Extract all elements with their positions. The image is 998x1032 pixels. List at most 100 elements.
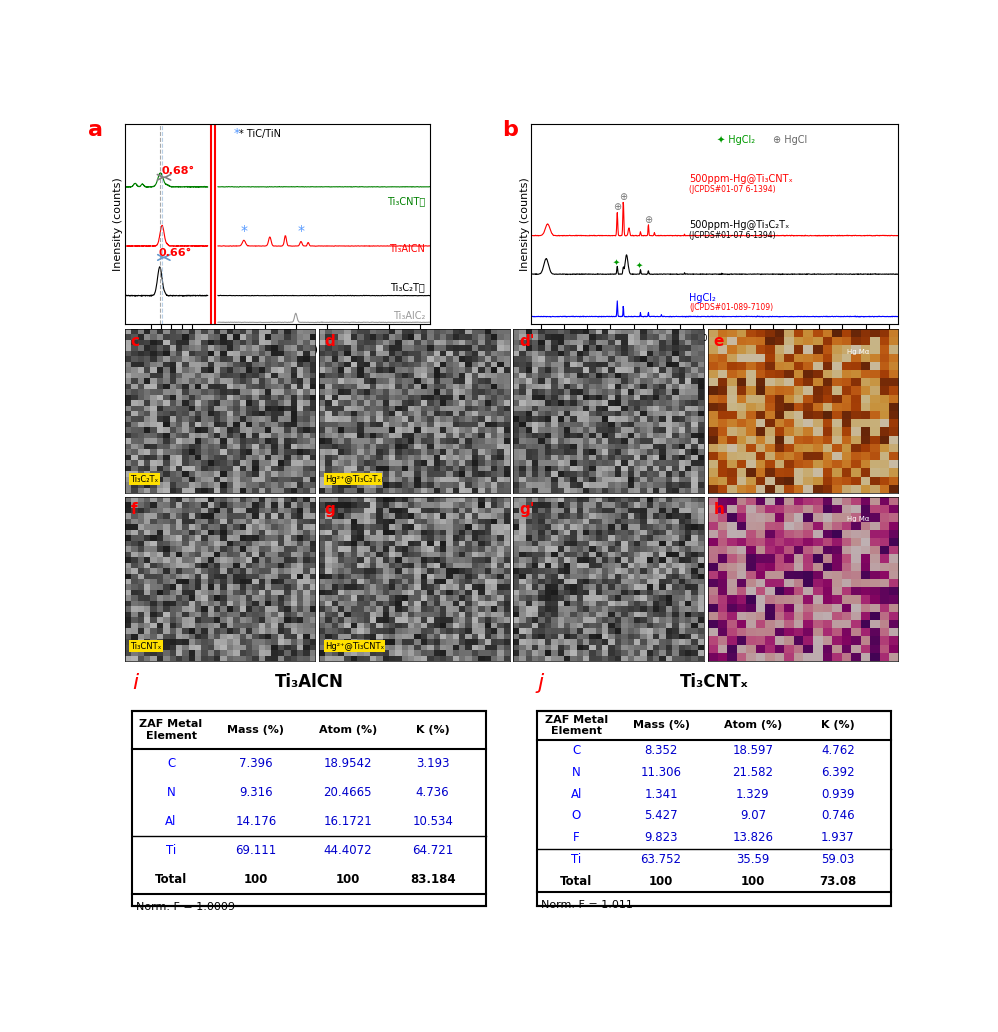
- X-axis label: 2- Theta (deg): 2- Theta (deg): [238, 346, 317, 355]
- Text: Ti₃CNTₓ: Ti₃CNTₓ: [680, 673, 748, 691]
- Text: Atom (%): Atom (%): [318, 725, 377, 735]
- Text: b: b: [502, 120, 518, 139]
- Text: Hg Mα: Hg Mα: [847, 349, 869, 355]
- Text: Ti₃AlC₂: Ti₃AlC₂: [393, 311, 425, 321]
- Text: C: C: [572, 744, 580, 757]
- Text: 18.597: 18.597: [733, 744, 773, 757]
- Text: (JCPDS#01-07 6-1394): (JCPDS#01-07 6-1394): [690, 185, 775, 194]
- Text: Mass (%): Mass (%): [228, 725, 284, 735]
- Text: K (%): K (%): [416, 725, 449, 735]
- Text: d': d': [519, 334, 535, 350]
- Text: 18.9542: 18.9542: [323, 757, 372, 770]
- Text: 21.582: 21.582: [733, 766, 773, 779]
- Text: 35.59: 35.59: [737, 853, 769, 866]
- Text: Norm. F = 1.011: Norm. F = 1.011: [541, 900, 633, 910]
- Text: Hg²⁺@Ti₃C₂Tₓ: Hg²⁺@Ti₃C₂Tₓ: [324, 475, 381, 484]
- Text: Ti₃CNTₓ: Ti₃CNTₓ: [131, 642, 162, 651]
- Text: 73.08: 73.08: [819, 875, 856, 888]
- Text: 44.4072: 44.4072: [323, 844, 372, 858]
- Text: 0.68°: 0.68°: [161, 166, 195, 176]
- Text: 0.746: 0.746: [821, 809, 854, 823]
- Text: HgCl₂: HgCl₂: [690, 293, 717, 303]
- FancyBboxPatch shape: [132, 711, 486, 906]
- Text: g': g': [519, 502, 535, 517]
- Text: 9.316: 9.316: [240, 786, 272, 799]
- Text: ⊕: ⊕: [613, 202, 622, 213]
- Text: *: *: [234, 127, 240, 140]
- Text: 64.721: 64.721: [412, 844, 453, 858]
- Text: Total: Total: [560, 875, 592, 888]
- Y-axis label: Inensity (counts): Inensity (counts): [114, 178, 124, 271]
- Text: Ti₃AlCN: Ti₃AlCN: [389, 244, 425, 254]
- Text: 100: 100: [335, 873, 360, 886]
- Text: h: h: [714, 502, 725, 517]
- Text: Al: Al: [166, 815, 177, 829]
- Text: f: f: [131, 502, 137, 517]
- Text: i: i: [132, 673, 139, 694]
- Text: Ti₃C₂T႓: Ti₃C₂T႓: [390, 282, 425, 292]
- Text: 83.184: 83.184: [410, 873, 455, 886]
- Text: j: j: [537, 673, 543, 694]
- Text: *: *: [241, 224, 248, 237]
- Text: ✦: ✦: [636, 260, 643, 269]
- Text: 100: 100: [649, 875, 674, 888]
- Text: 3.193: 3.193: [416, 757, 449, 770]
- Text: Ti₃CNT႓: Ti₃CNT႓: [387, 196, 425, 206]
- Text: 59.03: 59.03: [821, 853, 854, 866]
- Text: 1.341: 1.341: [644, 787, 678, 801]
- Text: O: O: [572, 809, 581, 823]
- Text: Ti₃AlCN: Ti₃AlCN: [274, 673, 343, 691]
- Text: 4.736: 4.736: [416, 786, 449, 799]
- Text: Ti: Ti: [166, 844, 176, 858]
- Text: Total: Total: [155, 873, 188, 886]
- Text: (JCPDS#01-089-7109): (JCPDS#01-089-7109): [690, 303, 773, 313]
- Text: Hg²⁺@Ti₃CNTₓ: Hg²⁺@Ti₃CNTₓ: [324, 642, 384, 651]
- Text: 14.176: 14.176: [236, 815, 276, 829]
- Text: N: N: [167, 786, 176, 799]
- Text: Ti: Ti: [571, 853, 581, 866]
- X-axis label: X Data: X Data: [696, 345, 734, 354]
- Text: (JCPDS#01-07 6-1394): (JCPDS#01-07 6-1394): [690, 231, 775, 239]
- Text: e: e: [714, 334, 724, 350]
- Text: d: d: [324, 334, 335, 350]
- Text: 9.823: 9.823: [645, 831, 678, 844]
- FancyBboxPatch shape: [537, 711, 891, 906]
- Y-axis label: Inensity (counts): Inensity (counts): [520, 178, 530, 271]
- Text: Norm. F = 1.0009: Norm. F = 1.0009: [136, 902, 235, 912]
- Text: * TiC/TiN: * TiC/TiN: [239, 129, 280, 139]
- Text: 7.396: 7.396: [240, 757, 272, 770]
- Text: 9.07: 9.07: [740, 809, 766, 823]
- Text: c: c: [131, 334, 140, 350]
- Text: 5.427: 5.427: [644, 809, 678, 823]
- Text: a: a: [88, 120, 103, 139]
- Text: 69.111: 69.111: [236, 844, 276, 858]
- Text: 1.329: 1.329: [737, 787, 769, 801]
- Text: *: *: [297, 224, 304, 237]
- Text: N: N: [572, 766, 581, 779]
- Text: Al: Al: [571, 787, 582, 801]
- Text: g: g: [324, 502, 335, 517]
- Text: 500ppm-Hg@Ti₃CNTₓ: 500ppm-Hg@Ti₃CNTₓ: [690, 173, 793, 184]
- Text: 16.1721: 16.1721: [323, 815, 372, 829]
- Text: 6.392: 6.392: [821, 766, 854, 779]
- Text: 100: 100: [741, 875, 765, 888]
- Text: 10.534: 10.534: [412, 815, 453, 829]
- Text: C: C: [167, 757, 175, 770]
- Text: Hg Mα: Hg Mα: [847, 516, 869, 522]
- Text: 100: 100: [244, 873, 268, 886]
- Text: 0.939: 0.939: [821, 787, 854, 801]
- Text: ZAF Metal
Element: ZAF Metal Element: [140, 719, 203, 741]
- Text: 500ppm-Hg@Ti₃C₂Tₓ: 500ppm-Hg@Ti₃C₂Tₓ: [690, 220, 789, 230]
- Text: 11.306: 11.306: [641, 766, 682, 779]
- Text: ZAF Metal
Element: ZAF Metal Element: [545, 714, 608, 736]
- Text: ⊕ HgCl: ⊕ HgCl: [772, 135, 807, 146]
- Text: Atom (%): Atom (%): [724, 720, 782, 731]
- Text: ⊕: ⊕: [619, 192, 628, 202]
- Text: ⊕: ⊕: [645, 215, 653, 225]
- Text: 20.4665: 20.4665: [323, 786, 372, 799]
- Text: ✦ HgCl₂: ✦ HgCl₂: [718, 135, 755, 146]
- Text: Mass (%): Mass (%): [633, 720, 690, 731]
- Text: 0.66°: 0.66°: [159, 248, 192, 258]
- Text: 4.762: 4.762: [821, 744, 854, 757]
- Text: 8.352: 8.352: [645, 744, 678, 757]
